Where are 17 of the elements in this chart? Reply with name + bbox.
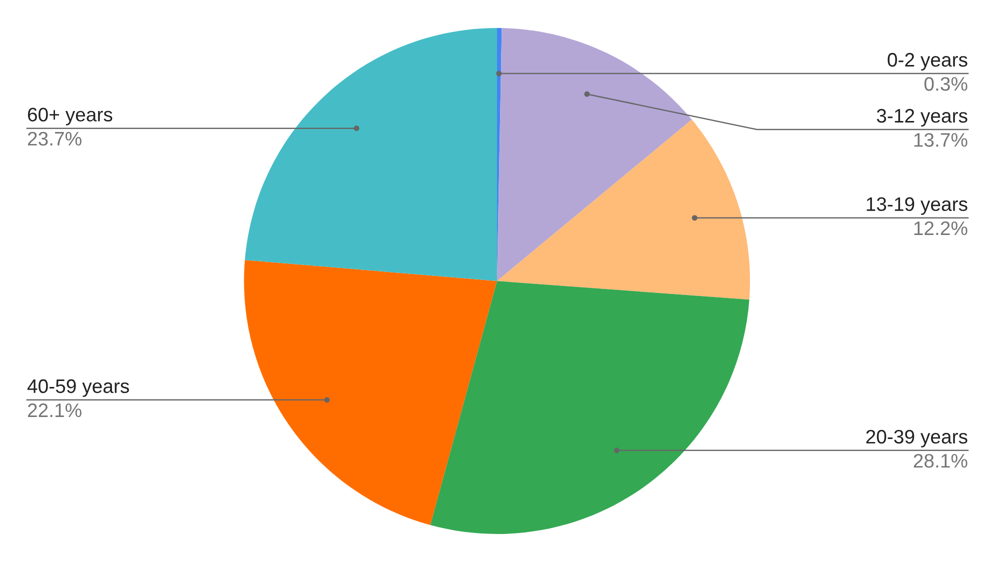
pie-slice xyxy=(497,28,692,281)
pie-slice xyxy=(497,120,750,300)
slice-label: 13-19 years xyxy=(866,197,968,215)
data-label: 0.3% xyxy=(924,77,968,91)
data-label: 23.7% xyxy=(28,132,82,146)
slice-label: 20-39 years xyxy=(866,430,968,448)
slice-label: 60+ years xyxy=(28,108,112,126)
slice-label: 0-2 years xyxy=(888,52,968,71)
data-label: 13.7% xyxy=(914,133,968,147)
pie-slice xyxy=(430,281,750,534)
data-label: 12.2% xyxy=(914,221,968,236)
slice-label: 40-59 years xyxy=(27,379,129,397)
pie-slice xyxy=(244,260,497,526)
data-label: 28.1% xyxy=(914,454,968,468)
pie-slice xyxy=(244,28,497,281)
data-label: 22.1% xyxy=(28,403,82,418)
slice-label: 3-12 years xyxy=(876,108,968,127)
